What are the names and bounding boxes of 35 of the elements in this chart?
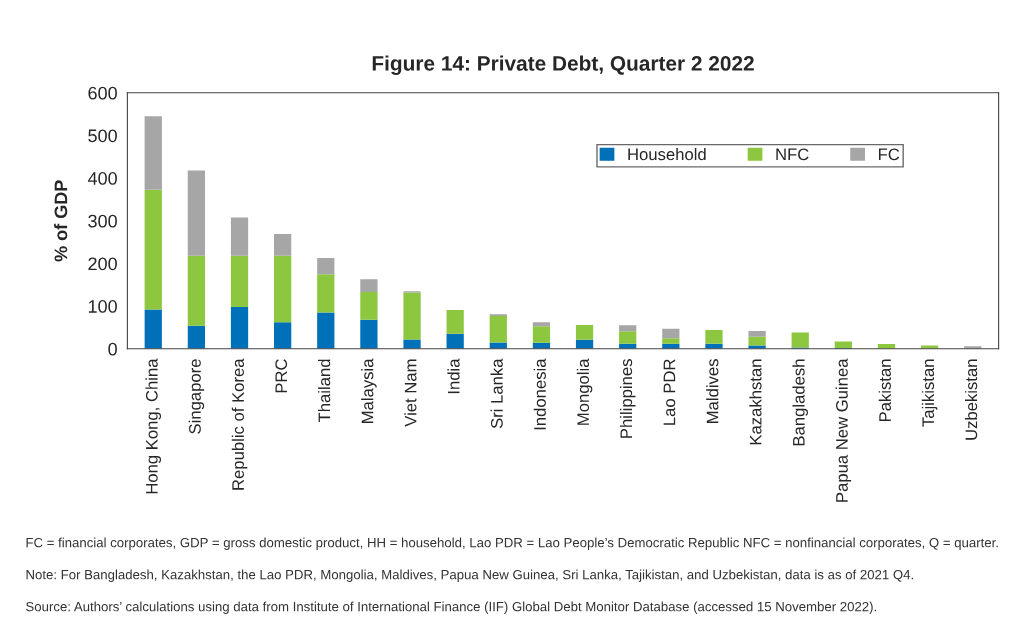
x-tick-label: Tajikistan [921,359,938,427]
x-tick-label: Papua New Guinea [835,358,852,502]
legend-label: Household [628,147,706,161]
y-tick-label: 600 [88,86,117,100]
x-tick-label: Philippines [619,359,636,438]
legend-label: FC [878,148,900,161]
y-tick-label: 400 [87,172,117,185]
legend-label: NFC [776,148,809,161]
x-tick-label: Maldives [706,359,719,423]
y-tick-label: 500 [88,129,117,143]
x-tick-label: Thailand [318,359,331,423]
x-tick-label: PRC [275,359,288,393]
y-tick-label: 200 [88,257,117,271]
y-tick-label: 0 [108,342,117,356]
text: Note: For Bangladesh, Kazakhstan, the Lao PDR, Mongolia, Maldives, Papua New Guinea, Sri Lanka, Tajikistan, and Uzbekistan, data is as of 2021 Q4. [26,569,913,582]
y-axis-title: % of GDP [54,180,68,262]
text: FC = financial corporates, GDP = gross domestic product, HH = household, Lao PDR = Lao People’s Democratic Republic NFC = nonfinancial corporates, Q = quarter. [26,537,998,550]
x-tick-label: Hong Kong, China [145,358,162,494]
x-tick-label: Sri Lanka [490,358,503,429]
x-tick-label: Pakistan [878,359,891,422]
x-tick-label: Indonesia [533,358,546,430]
x-tick-label: Viet Nam [404,359,417,427]
x-tick-label: Republic of Korea [231,358,248,490]
x-tick-label: Singapore [188,359,205,434]
x-tick-label: Bangladesh [792,359,808,446]
source-note: Source: Authors’ calculations using data from Institute of International Finance (IIF) Global Debt Monitor Database (accessed 15 November 2022). [26,601,876,614]
x-tick-label: Uzbekistan [964,359,978,440]
x-tick-label: Mongolia [576,358,593,425]
y-tick-label: 100 [88,300,117,313]
x-tick-label: Lao PDR [663,359,676,425]
chart-title: Figure 14: Private Debt, Quarter 2 2022 [372,55,754,75]
y-tick-label: 300 [88,214,117,228]
x-tick-label: Kazakhstan [749,359,762,445]
x-tick-label: Malaysia [361,358,377,423]
x-tick-label: India [447,358,460,394]
